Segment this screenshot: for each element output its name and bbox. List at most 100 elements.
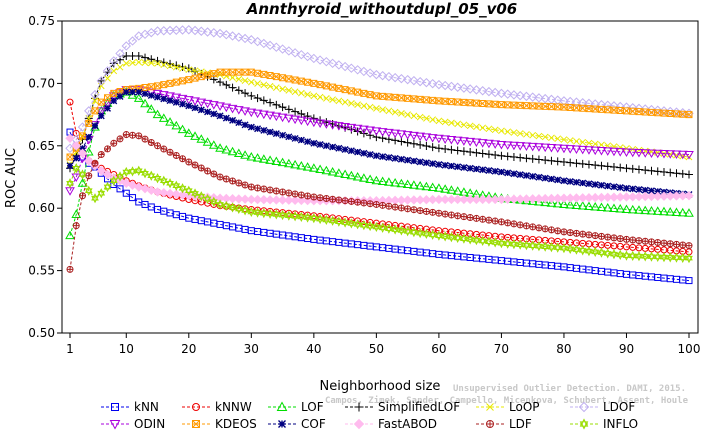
data-point-ldof	[527, 92, 538, 102]
data-point-fastabod	[277, 195, 288, 205]
data-point-ldf	[591, 232, 599, 240]
data-point-ldof	[96, 76, 106, 86]
data-point-ldf	[504, 219, 512, 227]
data-point-ldf	[179, 155, 187, 163]
data-point-loop	[122, 60, 130, 67]
data-point-lof	[315, 164, 325, 174]
data-point-ldf	[497, 218, 505, 226]
data-point-ldf	[329, 195, 337, 203]
data-point-cof	[647, 187, 655, 195]
data-point-inflo	[478, 235, 487, 246]
data-point-loop	[91, 97, 99, 105]
data-point-cof	[204, 108, 212, 116]
data-point-odin	[183, 96, 194, 105]
data-point-loop	[529, 131, 537, 139]
data-point-inflo	[528, 240, 537, 251]
data-point-ldof	[127, 36, 138, 46]
data-point-lof	[133, 93, 144, 102]
data-point-simplifiedlof	[397, 137, 406, 146]
data-point-inflo	[128, 166, 137, 177]
data-point-fastabod	[465, 194, 475, 205]
data-point-cof	[454, 163, 462, 171]
data-point-inflo	[397, 225, 406, 236]
data-point-ldf	[341, 197, 349, 205]
data-point-fastabod	[71, 141, 81, 151]
legend-marker-loop	[486, 403, 494, 411]
data-point-odin	[571, 145, 582, 155]
data-point-ldf	[404, 205, 412, 213]
data-point-inflo	[147, 170, 156, 181]
data-point-ldf	[535, 224, 543, 232]
data-point-kdeos	[622, 107, 630, 115]
data-point-lof	[415, 180, 426, 190]
data-point-cof	[85, 133, 93, 141]
data-point-lof	[321, 165, 332, 175]
data-point-odin	[65, 187, 75, 196]
data-point-cof	[522, 172, 530, 179]
data-point-inflo	[485, 236, 493, 247]
data-point-ldf	[260, 185, 268, 193]
data-point-ldof	[296, 49, 307, 60]
data-point-loop	[147, 59, 155, 67]
data-point-cof	[641, 186, 649, 194]
data-point-cof	[391, 154, 399, 162]
data-point-loop	[316, 93, 324, 101]
data-point-ldf	[491, 217, 499, 225]
data-point-odin	[377, 128, 388, 137]
data-point-inflo	[253, 207, 262, 218]
data-point-lof	[333, 168, 344, 177]
series-line-lof	[69, 91, 690, 236]
data-point-ldf	[579, 230, 587, 238]
data-point-simplifiedlof	[441, 145, 450, 154]
data-point-fastabod	[665, 191, 675, 201]
data-point-fastabod	[77, 148, 88, 158]
data-point-ldf	[429, 208, 437, 216]
data-point-kdeos	[85, 119, 93, 127]
data-point-odin	[371, 127, 382, 136]
data-point-kdeos	[447, 98, 455, 106]
data-point-cof	[541, 174, 549, 182]
x-tick-label: 100	[678, 342, 701, 356]
data-point-cof	[322, 142, 330, 150]
data-point-fastabod	[659, 191, 669, 201]
data-point-ldof	[577, 98, 588, 108]
data-point-odin	[609, 147, 619, 157]
data-point-fastabod	[284, 195, 294, 205]
data-point-odin	[477, 139, 488, 148]
data-point-cof	[91, 122, 99, 130]
data-point-inflo	[635, 251, 643, 262]
data-point-inflo	[672, 252, 681, 263]
data-point-cof	[479, 166, 487, 174]
data-point-kdeos	[522, 102, 530, 110]
data-point-cof	[160, 95, 168, 103]
data-point-loop	[354, 101, 361, 108]
data-point-kdeos	[210, 70, 218, 78]
data-point-fastabod	[640, 191, 650, 202]
data-point-odin	[590, 146, 601, 156]
data-point-ldof	[215, 28, 225, 39]
data-point-ldof	[290, 48, 300, 58]
x-tick-label: 40	[306, 342, 321, 356]
legend-label: LDF	[509, 417, 532, 431]
data-point-simplifiedlof	[672, 169, 681, 178]
data-point-kdeos	[104, 94, 112, 102]
data-point-simplifiedlof	[247, 91, 256, 100]
data-point-inflo	[416, 227, 424, 239]
data-point-cof	[535, 173, 543, 181]
data-point-ldf	[335, 196, 343, 204]
data-point-loop	[291, 88, 299, 96]
data-point-loop	[141, 59, 149, 66]
data-point-loop	[172, 63, 180, 71]
data-point-fastabod	[559, 193, 569, 203]
data-point-cof	[416, 158, 424, 166]
data-point-cof	[216, 112, 224, 120]
data-point-kdeos	[329, 83, 337, 91]
data-point-ldf	[672, 240, 680, 248]
legend-item-cof: COF	[268, 417, 326, 431]
data-point-loop	[135, 58, 143, 66]
data-point-lof	[152, 109, 163, 119]
data-point-lof	[302, 162, 313, 171]
data-point-fastabod	[234, 194, 244, 204]
data-point-lof	[596, 202, 607, 211]
data-point-ldof	[390, 72, 400, 83]
